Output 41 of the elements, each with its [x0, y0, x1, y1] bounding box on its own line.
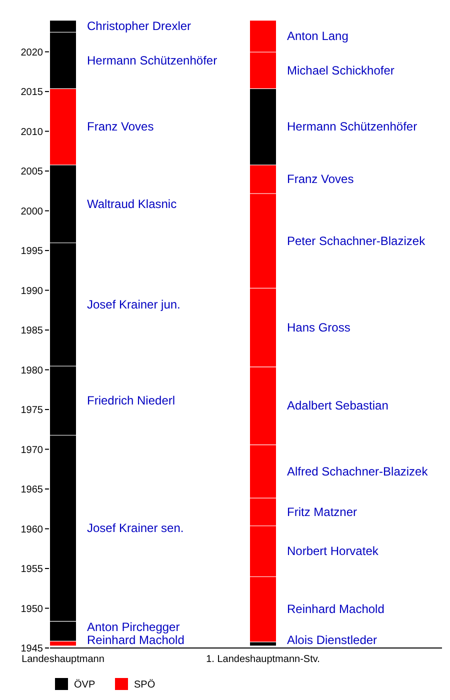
series-label: Reinhard Machold — [87, 633, 184, 648]
y-tick-label: 1975 — [20, 405, 44, 416]
y-tick-label: 2015 — [20, 87, 44, 98]
series-label: Christopher Drexler — [87, 19, 192, 34]
series-label: Waltraud Klasnic — [87, 196, 177, 211]
series-label: Hans Gross — [287, 320, 350, 334]
y-tick-label: 2020 — [20, 47, 44, 58]
series-label: Reinhard Machold — [287, 602, 384, 616]
y-tick-label: 1965 — [20, 484, 44, 496]
legend-label: ÖVP — [74, 678, 96, 690]
y-tick-label: 1945 — [20, 644, 44, 654]
series-label: Adalbert Sebastian — [287, 398, 388, 413]
y-tick-label: 1950 — [20, 604, 44, 615]
y-tick-label: 1955 — [20, 564, 44, 576]
series-label: Anton Pirchegger — [87, 620, 180, 634]
legend-label: SPÖ — [134, 678, 156, 690]
y-tick-label: 1970 — [20, 444, 44, 456]
y-tick-label: 1960 — [20, 524, 44, 536]
series-label: Josef Krainer sen. — [87, 521, 184, 536]
series-label: Franz Voves — [87, 120, 154, 134]
series-label: Norbert Horvatek — [287, 544, 380, 558]
series-label: Anton Lang — [287, 29, 348, 44]
series-label: Peter Schachner-Blazizek — [287, 234, 426, 248]
series-label: Michael Schickhofer — [287, 63, 394, 78]
series-label: Josef Krainer jun. — [87, 297, 180, 312]
y-tick-label: 1985 — [20, 326, 44, 337]
series-label: Franz Voves — [287, 172, 354, 186]
series-label: Hermann Schützenhöfer — [87, 53, 218, 68]
x-tick-label: 1. Landeshauptmann-Stv. — [206, 654, 320, 665]
series-label: Fritz Matzner — [287, 504, 358, 519]
series-label: Alfred Schachner-Blazizek — [287, 464, 429, 478]
y-tick-label: 2000 — [20, 206, 44, 218]
y-tick-label: 1995 — [20, 246, 44, 258]
series-label: Alois Dienstleder — [287, 633, 378, 648]
x-tick-label: Landeshauptmann — [22, 654, 104, 665]
y-tick-label: 1980 — [20, 365, 44, 376]
y-tick-label: 2010 — [20, 126, 44, 138]
series-label: Hermann Schützenhöfer — [287, 120, 418, 134]
series-label: Friedrich Niederl — [87, 394, 176, 408]
y-tick-label: 1990 — [20, 286, 44, 297]
y-tick-label: 2005 — [20, 166, 44, 178]
